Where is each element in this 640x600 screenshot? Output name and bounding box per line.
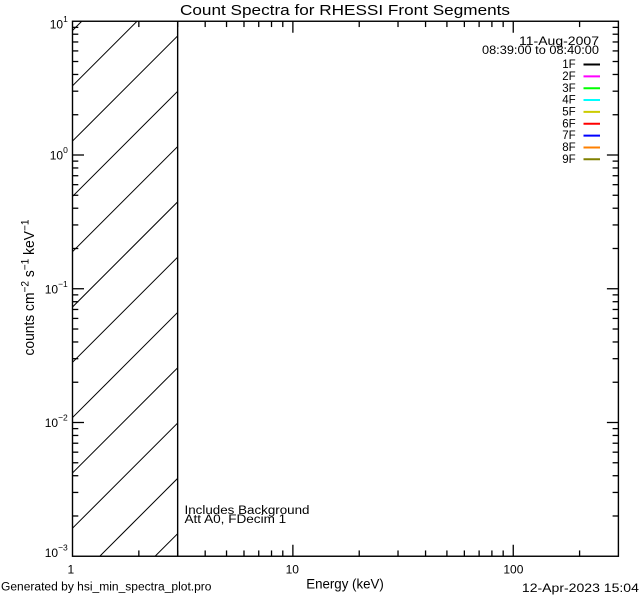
svg-text:101: 101 xyxy=(50,14,68,32)
svg-text:6F: 6F xyxy=(562,118,575,130)
svg-text:1F: 1F xyxy=(562,59,575,71)
svg-text:8F: 8F xyxy=(562,142,575,154)
svg-text:10−3: 10−3 xyxy=(45,543,68,561)
svg-text:10−1: 10−1 xyxy=(45,279,68,297)
svg-text:10−2: 10−2 xyxy=(45,413,68,431)
svg-text:5F: 5F xyxy=(562,107,575,119)
svg-text:100: 100 xyxy=(50,145,68,163)
svg-text:3F: 3F xyxy=(562,83,575,95)
svg-text:1: 1 xyxy=(68,562,75,576)
svg-text:10: 10 xyxy=(286,562,300,576)
svg-text:7F: 7F xyxy=(562,130,575,142)
svg-text:2F: 2F xyxy=(562,71,575,83)
svg-text:4F: 4F xyxy=(562,95,575,107)
svg-text:counts cm−2 s−1 keV−1: counts cm−2 s−1 keV−1 xyxy=(20,220,39,356)
svg-text:Energy (keV): Energy (keV) xyxy=(306,576,384,591)
svg-text:9F: 9F xyxy=(562,154,575,166)
svg-text:Att A0, FDecim 1: Att A0, FDecim 1 xyxy=(185,514,287,526)
svg-text:Generated by hsi_min_spectra_p: Generated by hsi_min_spectra_plot.pro xyxy=(1,582,212,594)
svg-text:11-Aug-2007: 11-Aug-2007 xyxy=(519,36,599,48)
svg-text:Count Spectra for RHESSI Front: Count Spectra for RHESSI Front Segments xyxy=(180,3,510,19)
svg-text:100: 100 xyxy=(503,562,523,576)
svg-text:Includes Background: Includes Background xyxy=(185,505,310,517)
svg-text:08:39:00 to 08:40:00: 08:39:00 to 08:40:00 xyxy=(482,45,599,57)
svg-text:12-Apr-2023 15:04: 12-Apr-2023 15:04 xyxy=(522,583,640,595)
